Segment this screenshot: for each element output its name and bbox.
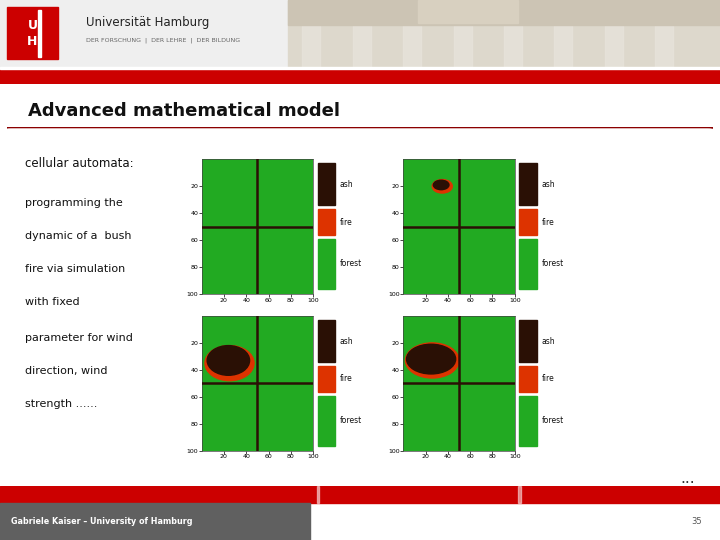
Bar (554, 0, 572, 71)
Bar (302, 0, 320, 71)
Bar (519, 239, 537, 289)
Ellipse shape (407, 345, 456, 374)
Bar (0, 503, 310, 540)
Bar (288, 0, 720, 71)
Bar (519, 209, 537, 235)
Ellipse shape (207, 346, 250, 375)
Bar (655, 0, 673, 71)
Text: fire: fire (541, 374, 554, 383)
Text: forest: forest (541, 416, 564, 425)
Text: parameter for wind: parameter for wind (24, 333, 132, 343)
Text: ash: ash (541, 337, 555, 346)
Text: 35: 35 (691, 517, 702, 526)
Ellipse shape (432, 179, 452, 193)
Text: forest: forest (541, 259, 564, 268)
Bar (504, 0, 522, 71)
Text: ash: ash (340, 337, 354, 346)
Text: forest: forest (340, 259, 362, 268)
Bar (519, 163, 537, 205)
Bar (519, 320, 537, 362)
Bar (318, 320, 336, 362)
Bar (288, 0, 720, 25)
Bar (0, 69, 720, 84)
Bar (318, 395, 336, 445)
Ellipse shape (205, 346, 254, 381)
Ellipse shape (433, 180, 449, 190)
Text: forest: forest (340, 416, 362, 425)
Bar (605, 0, 623, 71)
Text: fire: fire (541, 218, 554, 227)
Text: dynamic of a  bush: dynamic of a bush (24, 231, 131, 241)
Text: fire: fire (340, 218, 353, 227)
Text: with fixed: with fixed (24, 297, 79, 307)
Bar (318, 163, 336, 205)
Bar (519, 395, 537, 445)
Text: ash: ash (541, 180, 555, 190)
Text: strength ......: strength ...... (24, 399, 97, 409)
Bar (318, 366, 336, 391)
Text: cellular automata:: cellular automata: (24, 157, 133, 170)
Text: H: H (27, 35, 37, 49)
Text: programming the: programming the (24, 198, 122, 208)
Bar (518, 486, 521, 503)
Text: fire via simulation: fire via simulation (24, 264, 125, 274)
Bar (7, 6, 58, 58)
Bar (353, 0, 371, 71)
FancyBboxPatch shape (0, 127, 719, 493)
Text: Universität Hamburg: Universität Hamburg (86, 16, 210, 29)
Bar (318, 209, 336, 235)
Text: Advanced mathematical model: Advanced mathematical model (28, 102, 341, 120)
Ellipse shape (405, 343, 459, 378)
Text: U: U (27, 18, 37, 32)
Bar (38, 10, 41, 57)
Bar (418, 0, 518, 23)
Text: fire: fire (340, 374, 353, 383)
Text: ash: ash (340, 180, 354, 190)
Text: direction, wind: direction, wind (24, 366, 107, 376)
Bar (0, 67, 720, 70)
Bar (519, 366, 537, 391)
Bar (318, 239, 336, 289)
Bar (454, 0, 472, 71)
Bar (0, 486, 720, 503)
Bar (317, 486, 319, 503)
Text: DER FORSCHUNG  |  DER LEHRE  |  DER BILDUNG: DER FORSCHUNG | DER LEHRE | DER BILDUNG (86, 37, 240, 43)
Bar (403, 0, 421, 71)
Text: ...: ... (681, 471, 696, 486)
Text: Gabriele Kaiser – University of Hamburg: Gabriele Kaiser – University of Hamburg (11, 517, 192, 526)
